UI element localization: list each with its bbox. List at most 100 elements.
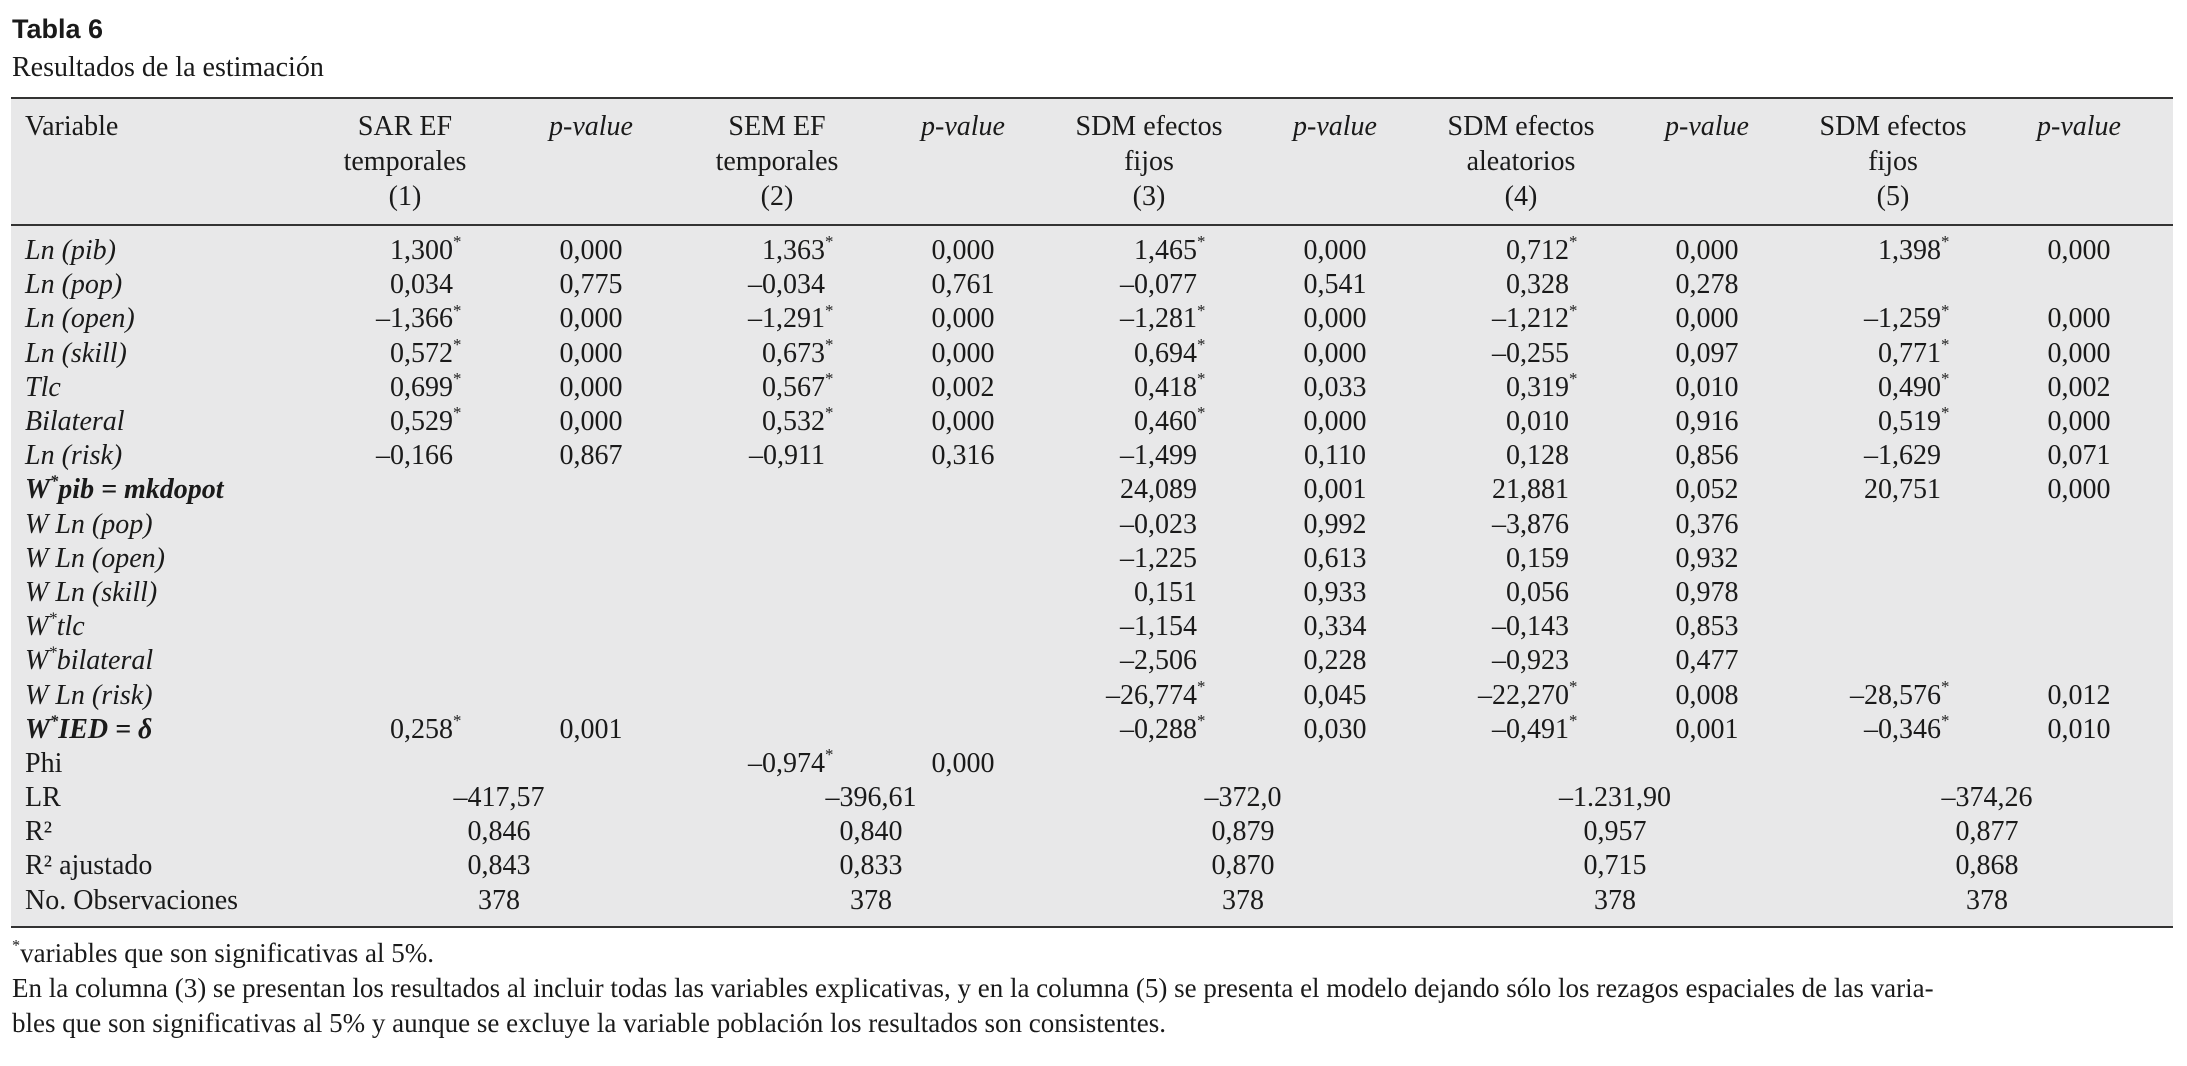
p-value-cell: [1985, 268, 2173, 302]
p-value-cell: [869, 576, 1057, 610]
p-value-cell: [869, 678, 1057, 712]
coefficient-cell: –0,288*: [1120, 710, 1206, 745]
column-header: SDM efectos aleatorios (4): [1429, 98, 1613, 225]
variable-cell: R² ajustado: [25, 850, 153, 882]
variable-cell: W*bilateral: [25, 642, 154, 677]
p-value-cell: 0,932: [1675, 542, 1739, 574]
coefficient-cell: [313, 576, 497, 610]
p-value-cell: [497, 508, 685, 542]
variable-cell: W Ln (pop): [25, 508, 153, 540]
p-value-cell: [497, 678, 685, 712]
p-value-cell: 0,613: [1303, 542, 1367, 574]
header-row: Variable SAR EF temporales (1) p-value SEM EF…: [11, 98, 2173, 225]
header-line: SDM efectos: [1447, 111, 1595, 142]
variable-cell: Tlc: [25, 371, 61, 403]
coefficient-cell: –1,225: [1120, 542, 1197, 574]
summary-cell: 378: [1222, 884, 1264, 916]
coefficient-cell: [313, 610, 497, 644]
p-value-cell: 0,110: [1304, 440, 1366, 472]
data-row: Phi –0,974* 0,000: [11, 746, 2173, 781]
coefficient-cell: [685, 713, 869, 747]
p-value-cell: [1985, 576, 2173, 610]
table-subtitle: Resultados de la estimación: [12, 52, 324, 83]
summary-cell: 0,877: [1955, 816, 2019, 848]
p-value-cell: 0,916: [1675, 406, 1739, 438]
variable-cell: W*tlc: [25, 608, 85, 643]
coefficient-cell: 0,712*: [1506, 232, 1578, 267]
coefficient-cell: [1801, 542, 1985, 576]
p-value-cell: 0,000: [559, 337, 623, 369]
coefficient-cell: 0,258*: [390, 710, 462, 745]
p-value-cell: 0,071: [2047, 440, 2111, 472]
variable-cell: Ln (pib): [25, 235, 116, 267]
coefficient-cell: 0,010: [1506, 406, 1569, 438]
p-value-cell: [1241, 747, 1429, 781]
summary-cell: 0,715: [1583, 850, 1647, 882]
header-line: Variable: [25, 111, 119, 142]
coefficient-cell: 0,319*: [1506, 369, 1578, 403]
coefficient-cell: [1801, 610, 1985, 644]
coefficient-cell: [685, 508, 869, 542]
variable-cell: W*IED = δ: [25, 710, 153, 745]
summary-row: LR –417,57 –396,61 –372,0 –1.231,90 –374,26: [11, 781, 2173, 815]
summary-cell: –372,0: [1204, 782, 1282, 814]
p-value-cell: 0,000: [2047, 337, 2111, 369]
p-value-cell: 0,775: [559, 269, 623, 301]
summary-cell: 0,957: [1583, 816, 1647, 848]
coefficient-cell: –1,291*: [748, 300, 834, 335]
p-value-cell: 0,012: [2047, 679, 2111, 711]
coefficient-cell: –0,023: [1120, 508, 1197, 540]
coefficient-cell: [1057, 747, 1241, 781]
data-row: Ln (risk) –0,166 0,867 –0,911 0,316 –1,499 0,1…: [11, 439, 2173, 473]
p-value-cell: 0,933: [1303, 576, 1367, 608]
header-line: p-value: [2037, 111, 2121, 142]
coefficient-cell: 0,572*: [390, 334, 462, 369]
summary-cell: 378: [1594, 884, 1636, 916]
data-row: W Ln (open) –1,225 0,613 0,159 0,932: [11, 542, 2173, 576]
p-value-cell: 0,000: [2047, 303, 2111, 335]
header-line: aleatorios: [1466, 146, 1576, 177]
column-header: p-value: [497, 98, 685, 225]
p-value-cell: 0,001: [1303, 474, 1367, 506]
coefficient-cell: [1801, 576, 1985, 610]
summary-cell: 0,843: [467, 850, 531, 882]
header-line: p-value: [1293, 111, 1377, 142]
p-value-cell: 0,000: [559, 303, 623, 335]
summary-cell: 0,846: [467, 816, 531, 848]
variable-cell: W Ln (open): [25, 542, 165, 574]
variable-cell: Ln (skill): [25, 337, 127, 369]
coefficient-cell: 0,673*: [762, 334, 834, 369]
column-header: p-value: [1985, 98, 2173, 225]
header-line: (3): [1132, 181, 1166, 212]
p-value-cell: [497, 473, 685, 507]
variable-cell: W*pib = mkdopot: [25, 471, 224, 506]
p-value-cell: 0,000: [1303, 406, 1367, 438]
coefficient-cell: 0,128: [1506, 440, 1569, 472]
data-row: Tlc 0,699* 0,000 0,567* 0,002 0,418* 0,033 0,31…: [11, 369, 2173, 405]
p-value-cell: 0,000: [931, 235, 995, 267]
column-header: Variable: [11, 98, 313, 225]
p-value-cell: 0,001: [559, 713, 623, 745]
p-value-cell: [869, 644, 1057, 678]
coefficient-cell: 0,699*: [390, 369, 462, 403]
p-value-cell: 0,000: [1303, 235, 1367, 267]
coefficient-cell: –3,876: [1492, 508, 1569, 540]
p-value-cell: [497, 610, 685, 644]
coefficient-cell: [313, 508, 497, 542]
p-value-cell: [869, 542, 1057, 576]
coefficient-cell: 0,034: [390, 269, 453, 301]
p-value-cell: 0,856: [1675, 440, 1739, 472]
header-line: p-value: [921, 111, 1005, 142]
coefficient-cell: 1,363*: [762, 232, 834, 267]
coefficient-cell: [313, 644, 497, 678]
coefficient-cell: 20,751: [1864, 474, 1941, 506]
data-row: W Ln (risk) –26,774* 0,045 –22,270* 0,008 –28…: [11, 678, 2173, 712]
summary-cell: 378: [1966, 884, 2008, 916]
p-value-cell: [497, 747, 685, 781]
column-header: p-value: [869, 98, 1057, 225]
p-value-cell: 0,334: [1303, 611, 1367, 643]
coefficient-cell: –1,212*: [1492, 300, 1578, 335]
coefficient-cell: [685, 542, 869, 576]
p-value-cell: 0,008: [1675, 679, 1739, 711]
